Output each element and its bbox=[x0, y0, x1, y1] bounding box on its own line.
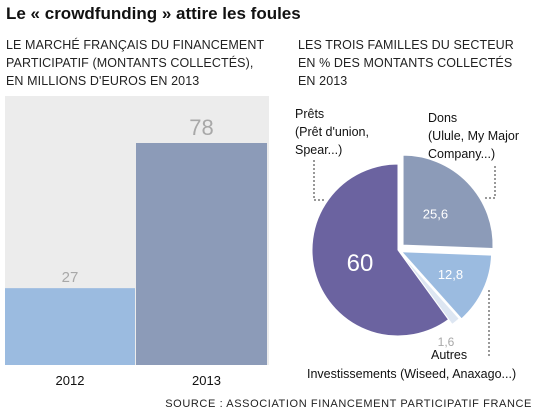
pie-subtitle-line: EN 2013 bbox=[298, 74, 348, 88]
pie-value-label-investissements: 60 bbox=[347, 250, 374, 277]
pie-slice-prets bbox=[400, 251, 493, 320]
pie-label-dons: Dons (Ulule, My Major Company...) bbox=[428, 111, 519, 161]
bar-subtitle-line: EN MILLIONS D'EUROS EN 2013 bbox=[6, 74, 200, 88]
pie-label-investissements: Investissements (Wiseed, Anaxago...) bbox=[307, 367, 517, 381]
leader-line-dons bbox=[484, 166, 496, 199]
bar-value-label-2012: 27 bbox=[62, 269, 79, 286]
pie-value-label-prets: 12,8 bbox=[438, 267, 463, 282]
leader-line-prets bbox=[313, 160, 326, 201]
bar-value-label-2013: 78 bbox=[189, 115, 213, 140]
pie-label-autres: Autres bbox=[431, 348, 468, 362]
pie-subtitle-line: LES TROIS FAMILLES DU SECTEUR bbox=[298, 38, 514, 52]
pie-slice-dons bbox=[402, 154, 494, 250]
bar-2012 bbox=[5, 288, 135, 365]
bar-subtitle-line: LE MARCHÉ FRANÇAIS DU FINANCEMENT bbox=[6, 38, 265, 52]
bar-chart-subtitle: LE MARCHÉ FRANÇAIS DU FINANCEMENT PARTIC… bbox=[6, 36, 264, 90]
chart-title: Le « crowdfunding » attire les foules bbox=[6, 4, 301, 23]
pie-slice-autres bbox=[398, 251, 460, 326]
pie-label-prets: Prêts (Prêt d'union, Spear...) bbox=[295, 107, 369, 157]
pie-subtitle-line: EN % DES MONTANTS COLLECTÉS bbox=[298, 56, 513, 70]
bar-category-label-2012: 2012 bbox=[56, 373, 85, 388]
bar-2013 bbox=[136, 143, 267, 365]
pie-value-label-autres: 1,6 bbox=[438, 335, 455, 349]
bar-category-label-2013: 2013 bbox=[192, 373, 221, 388]
pie-chart-subtitle: LES TROIS FAMILLES DU SECTEUR EN % DES M… bbox=[298, 36, 514, 90]
source-note: SOURCE : ASSOCIATION FINANCEMENT PARTICI… bbox=[165, 398, 532, 410]
pie-slice-investissements bbox=[311, 163, 450, 337]
bar-subtitle-line: PARTICIPATIF (MONTANTS COLLECTÉS), bbox=[6, 56, 254, 70]
pie-value-label-dons: 25,6 bbox=[423, 206, 448, 221]
